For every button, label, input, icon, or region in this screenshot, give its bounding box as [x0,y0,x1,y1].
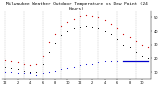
Title: Milwaukee Weather Outdoor Temperature vs Dew Point (24 Hours): Milwaukee Weather Outdoor Temperature vs… [6,2,148,11]
